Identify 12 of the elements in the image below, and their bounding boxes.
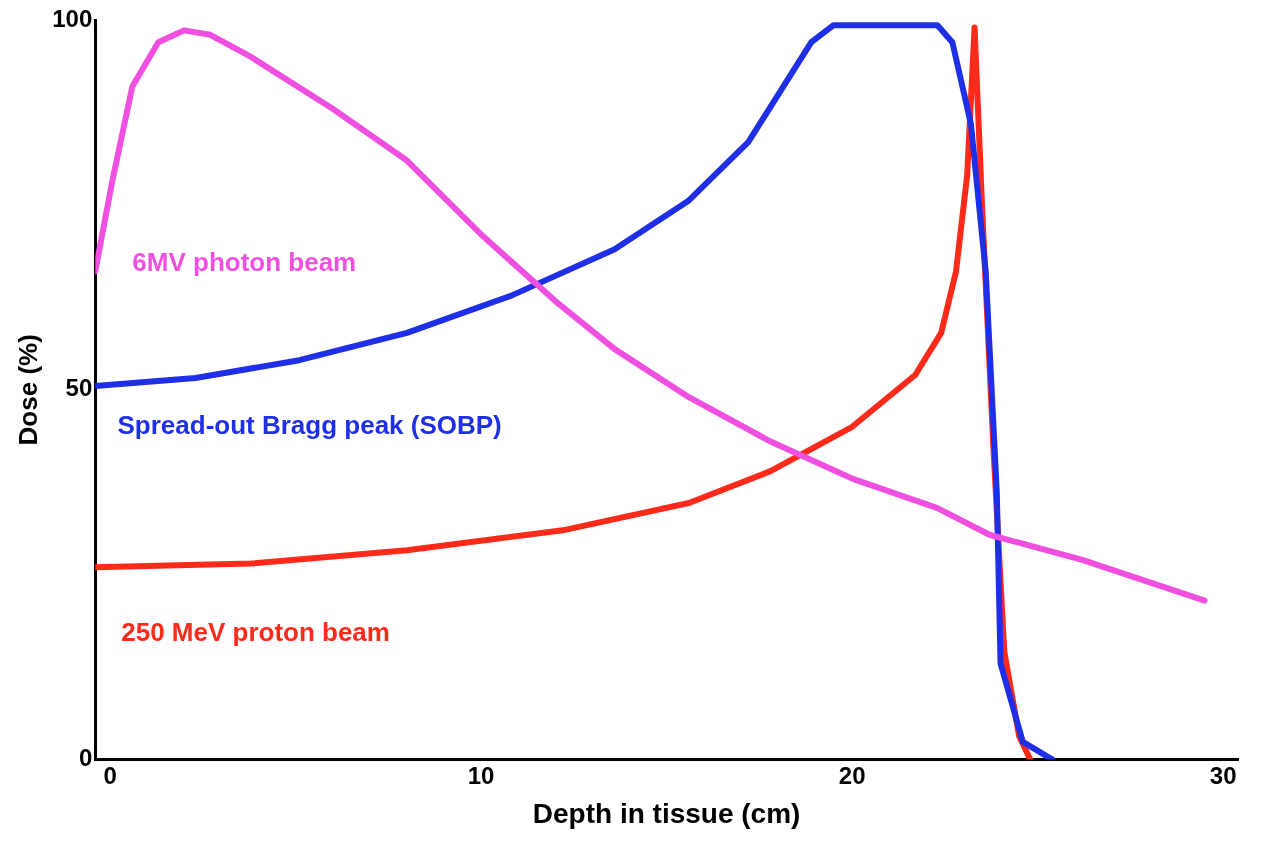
x-tick-label: 0 [103, 761, 117, 789]
series-label: 250 MeV proton beam [121, 617, 390, 648]
y-tick-label: 50 [65, 374, 93, 402]
x-tick-label: 20 [838, 761, 866, 789]
series-label: 6MV photon beam [132, 247, 357, 278]
y-axis-title: Dose (%) [12, 334, 43, 446]
x-axis-title: Depth in tissue (cm) [532, 797, 801, 829]
y-tick-label: 100 [52, 4, 93, 32]
x-tick-label: 10 [467, 761, 495, 789]
x-tick-label: 30 [1209, 761, 1237, 789]
y-tick-label: 0 [78, 744, 93, 772]
series-label: Spread-out Bragg peak (SOBP) [117, 409, 502, 440]
